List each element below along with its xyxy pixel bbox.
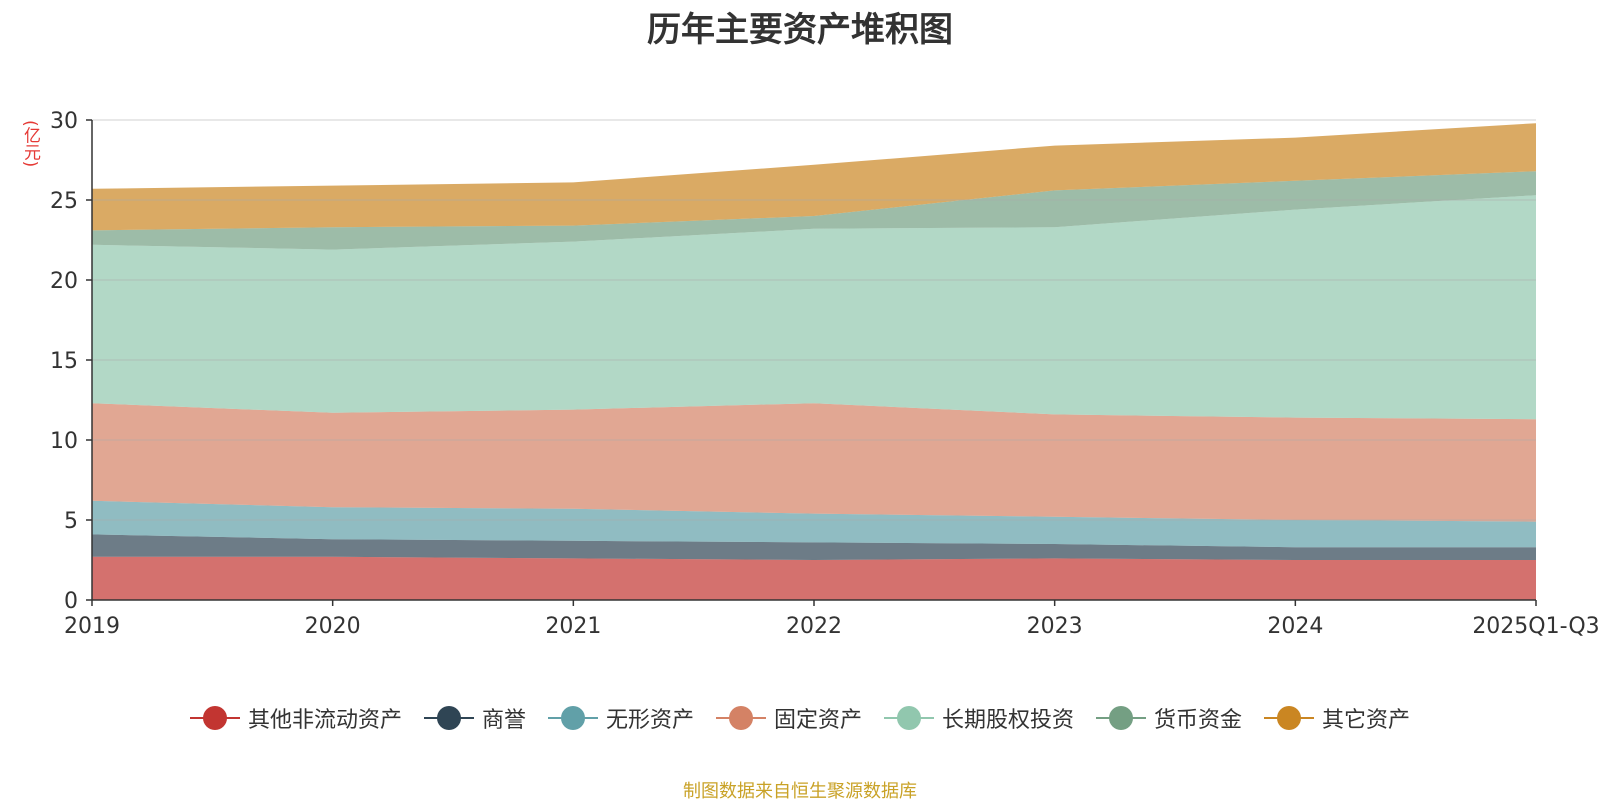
legend-label: 商誉 — [481, 708, 526, 733]
legend-label: 其它资产 — [1322, 708, 1411, 733]
chart-title: 历年主要资产堆积图 — [647, 10, 953, 50]
legend-marker-icon — [884, 706, 934, 730]
area-series-3 — [92, 403, 1536, 522]
area-series-0 — [92, 556, 1536, 600]
legend-marker-icon — [1264, 706, 1315, 730]
area-series-5 — [92, 171, 1536, 250]
legend-marker-icon — [423, 706, 474, 730]
legend-label: 固定资产 — [773, 708, 862, 733]
legend-item-5[interactable]: 货币资金 — [1096, 702, 1242, 734]
legend-item-4[interactable]: 长期股权投资 — [884, 702, 1074, 734]
y-tick-label-1: 5 — [64, 509, 78, 534]
legend-item-0[interactable]: 其他非流动资产 — [189, 702, 402, 734]
x-tick-label-5: 2024 — [1267, 614, 1323, 639]
x-tick-label-1: 2020 — [305, 614, 361, 639]
data-source-note: 制图数据来自恒生聚源数据库 — [683, 781, 917, 802]
legend-label: 货币资金 — [1154, 708, 1243, 733]
legend-item-1[interactable]: 商誉 — [423, 702, 526, 734]
area-series-6 — [92, 123, 1536, 231]
chart-legend: 其他非流动资产 商誉 无形资产 固定资产 长期股权投资 货币资金 其它资产 — [0, 702, 1600, 734]
legend-marker-icon — [189, 706, 240, 730]
area-series-2 — [92, 500, 1536, 548]
x-tick-label-6: 2025Q1-Q3 — [1472, 614, 1599, 639]
legend-label: 长期股权投资 — [942, 708, 1075, 733]
legend-label: 其他非流动资产 — [247, 708, 402, 733]
y-axis-unit-label: (亿元) — [20, 120, 40, 168]
legend-label: 无形资产 — [605, 708, 694, 733]
area-series-4 — [92, 195, 1536, 420]
y-tick-label-2: 10 — [50, 429, 78, 454]
y-tick-label-0: 0 — [64, 589, 78, 614]
y-tick-label-5: 25 — [50, 189, 78, 214]
y-tick-label-6: 30 — [50, 109, 78, 134]
y-tick-label-3: 15 — [50, 349, 78, 374]
legend-item-3[interactable]: 固定资产 — [715, 702, 862, 734]
legend-marker-icon — [1096, 706, 1147, 730]
x-tick-label-4: 2023 — [1027, 614, 1083, 639]
area-series-1 — [92, 534, 1536, 560]
x-tick-label-3: 2022 — [786, 614, 842, 639]
y-tick-label-4: 20 — [50, 269, 78, 294]
legend-marker-icon — [715, 706, 766, 730]
x-tick-label-0: 2019 — [64, 614, 120, 639]
legend-item-2[interactable]: 无形资产 — [547, 702, 694, 734]
x-tick-label-2: 2021 — [545, 614, 601, 639]
legend-item-6[interactable]: 其它资产 — [1264, 702, 1410, 734]
legend-marker-icon — [547, 706, 598, 730]
